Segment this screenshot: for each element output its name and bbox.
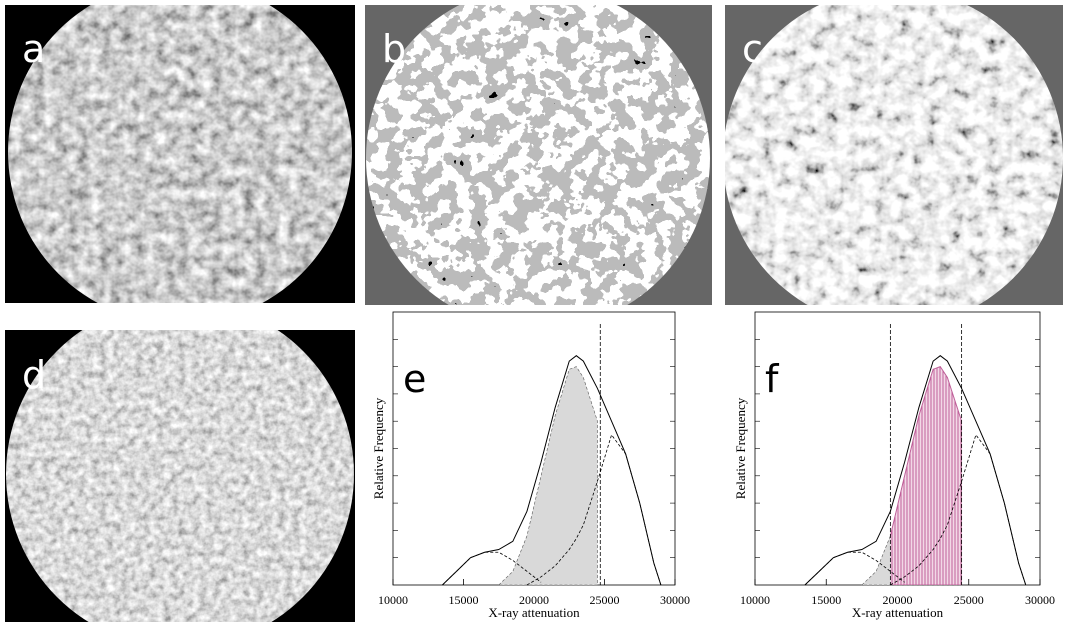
x-tick-label: 10000 (378, 593, 408, 607)
panel-label: c (742, 27, 763, 71)
component-curve (804, 551, 905, 586)
x-tick-label: 20000 (519, 593, 549, 607)
component-curve (890, 433, 1027, 586)
y-axis-label: Relative Frequency (733, 397, 748, 499)
component-curve (526, 433, 662, 586)
x-tick-label: 15000 (449, 593, 479, 607)
x-axis-label: X-ray attenuation (852, 605, 944, 620)
area (498, 366, 598, 586)
x-tick-label: 20000 (883, 593, 913, 607)
x-tick-label: 25000 (954, 593, 984, 607)
x-tick-label: 30000 (660, 593, 690, 607)
hatched-area (890, 365, 962, 585)
x-axis-label: X-ray attenuation (488, 605, 580, 620)
component-curve (442, 551, 542, 586)
panel-label: e (403, 357, 426, 401)
x-tick-label: 10000 (740, 593, 770, 607)
panel-label: b (382, 27, 406, 71)
image-panel-d (5, 330, 355, 622)
x-tick-label: 25000 (590, 593, 620, 607)
image-panel-c (725, 5, 1063, 305)
panel-label: d (22, 353, 46, 397)
image-panel-a (5, 5, 355, 303)
image-panel-b (365, 5, 712, 305)
panel-label: a (22, 27, 45, 71)
panel-label: f (765, 357, 780, 401)
x-tick-label: 15000 (811, 593, 841, 607)
x-tick-label: 30000 (1025, 593, 1055, 607)
y-axis-label: Relative Frequency (371, 397, 386, 499)
